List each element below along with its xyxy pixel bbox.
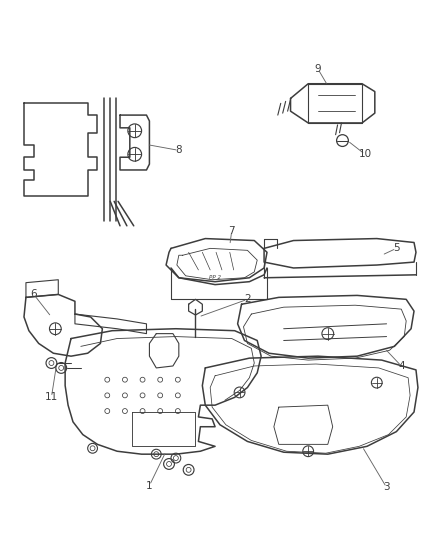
Text: 2: 2 (244, 294, 251, 304)
Text: 7: 7 (229, 226, 235, 236)
Text: 9: 9 (314, 64, 321, 74)
Text: 10: 10 (358, 149, 371, 159)
Text: 6: 6 (31, 289, 37, 300)
Text: 11: 11 (45, 392, 58, 402)
Text: 3: 3 (383, 482, 390, 492)
Text: 1: 1 (146, 481, 153, 490)
Text: 8: 8 (176, 146, 182, 156)
Text: 5: 5 (393, 244, 400, 253)
Text: PP 2: PP 2 (209, 275, 221, 280)
Text: 4: 4 (398, 361, 405, 371)
